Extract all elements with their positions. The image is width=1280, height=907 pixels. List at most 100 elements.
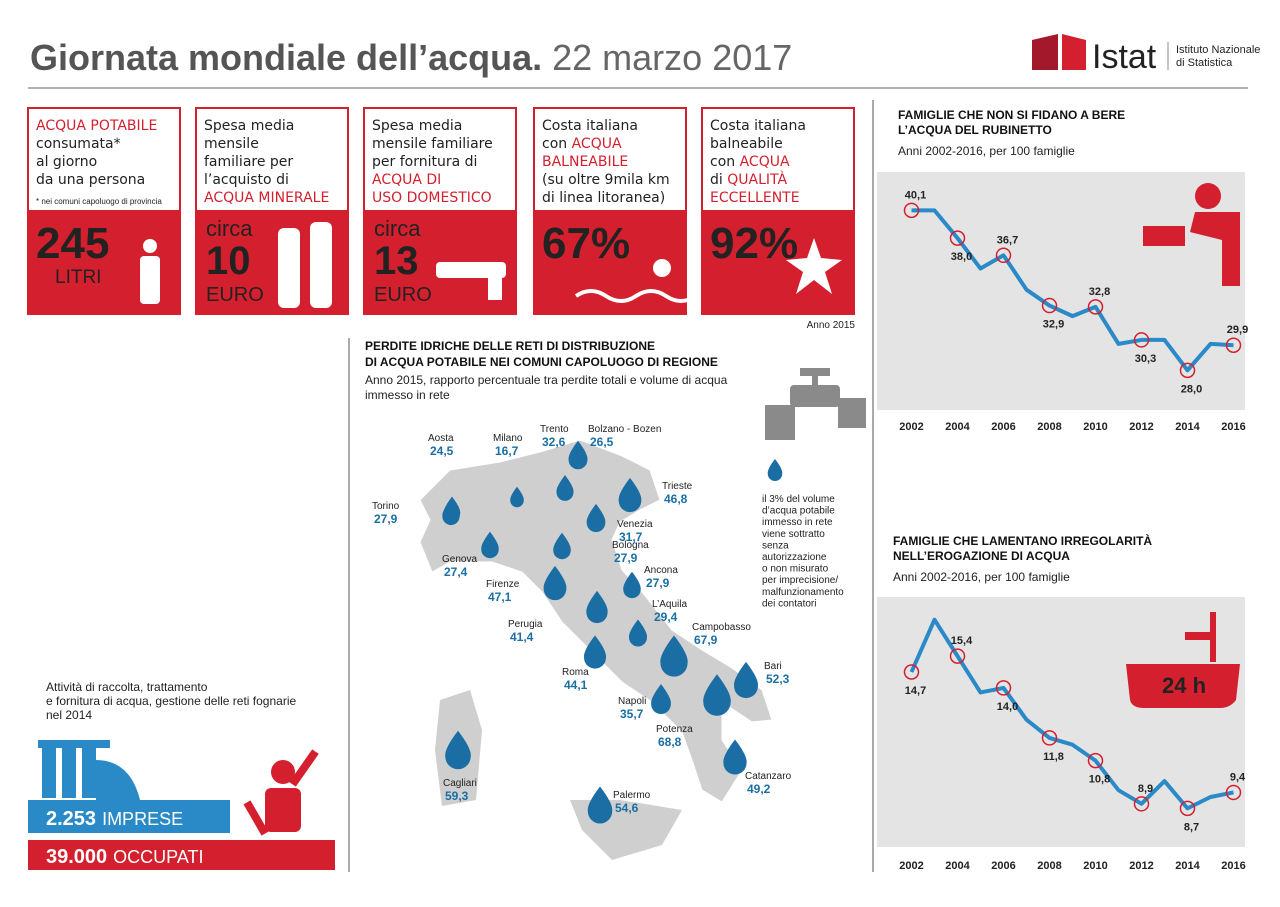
card-figure: 10 xyxy=(206,239,251,283)
card-line: al giorno xyxy=(36,154,97,170)
card-line: di linea litoranea) xyxy=(542,190,665,206)
card-line: BALNEABILE xyxy=(542,154,628,170)
card-line: per fornitura di xyxy=(372,154,477,170)
card-line: l’acquisto di xyxy=(204,172,289,188)
annotation: 24 h xyxy=(1162,673,1206,698)
city-value: 46,8 xyxy=(664,492,688,506)
point-marker xyxy=(1179,362,1196,379)
icon-part xyxy=(140,256,160,304)
card-text: BALNEABILE xyxy=(542,154,628,170)
card-text: USO DOMESTICO xyxy=(372,190,492,206)
worker-icon xyxy=(243,749,319,836)
city-name: Genova xyxy=(442,554,477,565)
bathtub-icon: 24 h xyxy=(1126,612,1240,708)
point-marker xyxy=(1087,752,1104,769)
date: 22 marzo 2017 xyxy=(552,37,792,78)
city-value: 68,8 xyxy=(658,735,682,749)
map-note: d’acqua potabile xyxy=(762,506,835,517)
card-line: di QUALITÀ xyxy=(710,171,787,188)
water-drop xyxy=(586,590,608,624)
city-value: 52,3 xyxy=(766,672,790,686)
card-line: familiare per xyxy=(204,154,293,170)
city-name: Bologna xyxy=(612,540,649,551)
city-value: 27,9 xyxy=(374,512,398,526)
city-name: Aosta xyxy=(428,433,454,444)
city-name: L’Aquila xyxy=(652,599,687,610)
card-prefix: circa xyxy=(206,216,253,241)
water-drop xyxy=(723,739,747,775)
x-tick-label: 2014 xyxy=(1175,860,1200,872)
chart-title: L’ACQUA DEL RUBINETTO xyxy=(898,123,1052,137)
point-marker xyxy=(995,247,1012,264)
icon-part xyxy=(310,222,332,308)
water-drop xyxy=(618,477,642,513)
city-name: Torino xyxy=(372,501,400,512)
institute: di Statistica xyxy=(1176,57,1233,69)
point-marker xyxy=(949,230,966,246)
card-unit: EURO xyxy=(374,284,432,306)
plot-area xyxy=(877,172,1245,410)
water-drop xyxy=(628,619,648,647)
card-text: mensile familiare xyxy=(372,136,493,152)
point-marker xyxy=(1225,784,1242,801)
city-value: 31,7 xyxy=(619,530,643,544)
x-tick-label: 2008 xyxy=(1037,860,1061,872)
chart-title: NELL’EROGAZIONE DI ACQUA xyxy=(893,549,1070,563)
card-line: balneabile xyxy=(710,136,783,152)
value-label: 30,3 xyxy=(1135,353,1156,365)
value-label: 36,7 xyxy=(997,234,1018,246)
icon-part xyxy=(488,278,502,300)
icon-part xyxy=(278,228,300,308)
city-name: Trieste xyxy=(662,481,693,492)
value-label: 40,1 xyxy=(905,189,926,201)
card-icon xyxy=(574,259,698,303)
cards-note: Anno 2015 xyxy=(807,320,856,331)
water-drop xyxy=(510,486,524,508)
x-tick-label: 2012 xyxy=(1129,421,1153,433)
city-value: 35,7 xyxy=(620,707,644,721)
card-icon xyxy=(278,222,332,308)
card-line: (su oltre 9mila km xyxy=(542,172,670,188)
x-tick-label: 2016 xyxy=(1221,860,1245,872)
firms-number: 2.253 xyxy=(46,808,96,830)
water-drop xyxy=(586,503,606,533)
value-label: 8,7 xyxy=(1184,821,1199,833)
employees: 39.000 OCCUPATI xyxy=(46,846,204,868)
map-subtitle: Anno 2015, rapporto percentuale tra perd… xyxy=(365,373,728,387)
employees-label: OCCUPATI xyxy=(113,847,203,867)
value-label: 11,8 xyxy=(1043,751,1064,763)
map-note: autorizzazione xyxy=(762,552,827,563)
city-name: Perugia xyxy=(508,619,543,630)
card-line: mensile familiare xyxy=(372,136,493,152)
card-icon xyxy=(786,238,842,294)
city-name: Cagliari xyxy=(443,778,477,789)
card-text: ACQUA xyxy=(740,154,790,170)
water-drop xyxy=(660,635,688,677)
card-figure: 13 xyxy=(374,239,419,283)
employees-number: 39.000 xyxy=(46,846,107,868)
logo-text: Istat xyxy=(1092,38,1157,76)
water-drop xyxy=(445,730,471,770)
title: Giornata mondiale dell’acqua. xyxy=(30,37,542,78)
card-figure: 92% xyxy=(710,219,798,268)
x-tick-label: 2002 xyxy=(899,421,923,433)
x-tick-label: 2012 xyxy=(1129,860,1153,872)
card-text: con xyxy=(542,136,572,152)
card-text: consumata* xyxy=(36,136,121,152)
city-name: Bolzano - Bozen xyxy=(588,424,661,435)
x-tick-label: 2006 xyxy=(991,860,1015,872)
map-note: per imprecisione/ xyxy=(762,575,838,586)
city-name: Palermo xyxy=(613,790,651,801)
city-name: Milano xyxy=(493,433,523,444)
card-text: ACQUA POTABILE xyxy=(36,118,157,134)
firms-band xyxy=(28,800,230,833)
card-text: di xyxy=(710,172,727,188)
business-text: e fornitura di acqua, gestione delle ret… xyxy=(46,694,296,708)
firms-label: IMPRESE xyxy=(102,809,183,829)
card-text: l’acquisto di xyxy=(204,172,289,188)
card-text: Spesa media xyxy=(372,118,462,134)
card-text: di linea litoranea) xyxy=(542,190,665,206)
x-tick-label: 2006 xyxy=(991,421,1015,433)
water-drop xyxy=(623,571,641,599)
value-label: 9,4 xyxy=(1230,771,1246,783)
